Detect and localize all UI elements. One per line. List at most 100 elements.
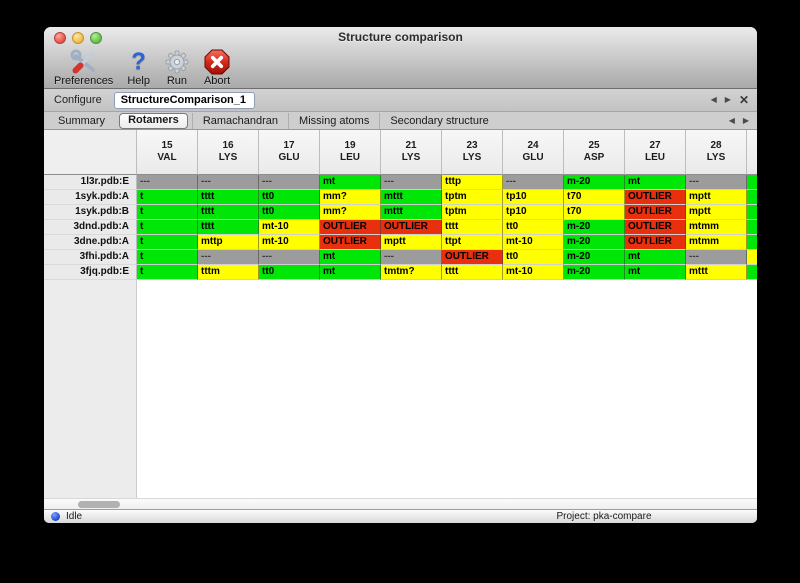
rotamer-cell[interactable]: mtmm: [686, 220, 747, 235]
column-header[interactable]: 16 LYS: [198, 130, 259, 175]
rotamer-cell[interactable]: ---: [198, 250, 259, 265]
horizontal-scrollbar[interactable]: [44, 498, 757, 509]
zoom-traffic-light-icon[interactable]: [90, 32, 102, 44]
rotamer-cell[interactable]: mttt: [381, 190, 442, 205]
rotamer-cell[interactable]: tmtm?: [381, 265, 442, 280]
rotamer-cell[interactable]: mt-10: [259, 220, 320, 235]
rotamer-cell[interactable]: ---: [198, 175, 259, 190]
rotamer-cell[interactable]: OUTLIER: [320, 235, 381, 250]
tab-ramachandran[interactable]: Ramachandran: [191, 112, 288, 129]
column-header[interactable]: 24 GLU: [503, 130, 564, 175]
rotamer-cell[interactable]: tttt: [442, 265, 503, 280]
rotamer-cell[interactable]: m-20: [564, 235, 625, 250]
column-header[interactable]: 28 LYS: [686, 130, 747, 175]
rotamer-cell[interactable]: ---: [259, 175, 320, 190]
row-label[interactable]: 1syk.pdb:A: [44, 190, 137, 205]
rotamer-cell[interactable]: ---: [137, 175, 198, 190]
rotamer-cell[interactable]: t: [137, 250, 198, 265]
rotamer-cell[interactable]: mt-10: [503, 235, 564, 250]
rotamer-cell[interactable]: mtmm: [686, 235, 747, 250]
rotamer-cell[interactable]: tt0: [259, 190, 320, 205]
rotamer-cell[interactable]: mttt: [686, 265, 747, 280]
rotamer-cell[interactable]: mt: [320, 175, 381, 190]
row-label[interactable]: 1syk.pdb:B: [44, 205, 137, 220]
rotamer-cell[interactable]: OUTLIER: [381, 220, 442, 235]
rotamer-cell[interactable]: mt: [320, 250, 381, 265]
rotamer-cell[interactable]: t: [137, 190, 198, 205]
column-header[interactable]: 15 VAL: [137, 130, 198, 175]
rotamer-cell[interactable]: mt: [625, 250, 686, 265]
tab-rotamers[interactable]: Rotamers: [119, 112, 188, 129]
close-configuration-icon[interactable]: ✕: [738, 93, 749, 107]
column-header[interactable]: 23 LYS: [442, 130, 503, 175]
rotamer-cell[interactable]: tttp: [442, 175, 503, 190]
tab-missing-atoms[interactable]: Missing atoms: [288, 112, 379, 129]
rotamer-cell[interactable]: tptm: [442, 205, 503, 220]
column-header[interactable]: 27 LEU: [625, 130, 686, 175]
rotamer-cell[interactable]: OUTLIER: [625, 190, 686, 205]
rotamer-cell[interactable]: OUTLIER: [442, 250, 503, 265]
rotamer-cell[interactable]: t: [137, 235, 198, 250]
tab-secondary-structure[interactable]: Secondary structure: [379, 112, 498, 129]
rotamer-cell[interactable]: tt0: [503, 220, 564, 235]
rotamer-cell[interactable]: t70: [564, 190, 625, 205]
column-header[interactable]: 21 LYS: [381, 130, 442, 175]
rotamer-cell[interactable]: OUTLIER: [625, 205, 686, 220]
rotamer-cell[interactable]: mt: [625, 175, 686, 190]
help-button[interactable]: ? Help: [127, 49, 150, 88]
next-configuration-icon[interactable]: ▶: [724, 95, 731, 104]
scroll-tabs-right-icon[interactable]: ▶: [742, 115, 749, 125]
column-header[interactable]: 25 ASP: [564, 130, 625, 175]
rotamer-cell[interactable]: OUTLIER: [625, 220, 686, 235]
abort-button[interactable]: Abort: [204, 49, 230, 87]
rotamer-cell[interactable]: mptt: [686, 205, 747, 220]
configuration-name-field[interactable]: StructureComparison_1: [113, 91, 256, 109]
rotamer-cell[interactable]: ---: [503, 175, 564, 190]
row-label[interactable]: 3fjq.pdb:E: [44, 265, 137, 280]
rotamer-cell[interactable]: mttt: [381, 205, 442, 220]
rotamer-cell[interactable]: tt0: [503, 250, 564, 265]
row-label[interactable]: 3dnd.pdb:A: [44, 220, 137, 235]
rotamer-cell[interactable]: OUTLIER: [625, 235, 686, 250]
rotamer-cell[interactable]: m-20: [564, 250, 625, 265]
column-header[interactable]: 19 LEU: [320, 130, 381, 175]
scroll-tabs-left-icon[interactable]: ◀: [728, 115, 735, 125]
rotamer-cell[interactable]: tttt: [442, 220, 503, 235]
rotamer-cell[interactable]: mt-10: [503, 265, 564, 280]
run-button[interactable]: Run: [164, 49, 190, 87]
rotamer-cell[interactable]: ---: [686, 175, 747, 190]
minimize-traffic-light-icon[interactable]: [72, 32, 84, 44]
rotamer-cell[interactable]: m-20: [564, 220, 625, 235]
rotamer-cell[interactable]: tptm: [442, 190, 503, 205]
rotamer-cell[interactable]: mm?: [320, 205, 381, 220]
rotamer-cell[interactable]: mptt: [381, 235, 442, 250]
rotamer-cell[interactable]: tttm: [198, 265, 259, 280]
rotamer-cell[interactable]: t: [137, 220, 198, 235]
rotamer-cell[interactable]: tttt: [198, 220, 259, 235]
row-label[interactable]: 1l3r.pdb:E: [44, 175, 137, 190]
rotamer-cell[interactable]: t: [137, 205, 198, 220]
rotamer-cell[interactable]: mt: [625, 265, 686, 280]
rotamer-cell[interactable]: t: [137, 265, 198, 280]
row-label[interactable]: 3dne.pdb:A: [44, 235, 137, 250]
titlebar[interactable]: Structure comparison: [44, 27, 757, 48]
rotamer-cell[interactable]: m-20: [564, 265, 625, 280]
rotamer-cell[interactable]: ---: [259, 250, 320, 265]
rotamer-cell[interactable]: mm?: [320, 190, 381, 205]
close-traffic-light-icon[interactable]: [54, 32, 66, 44]
rotamer-cell[interactable]: t70: [564, 205, 625, 220]
rotamer-cell[interactable]: ---: [686, 250, 747, 265]
rotamer-cell[interactable]: tt0: [259, 265, 320, 280]
horizontal-scrollbar-thumb[interactable]: [78, 501, 120, 508]
rotamer-cell[interactable]: tp10: [503, 205, 564, 220]
rotamer-cell[interactable]: tp10: [503, 190, 564, 205]
rotamer-cell[interactable]: mt: [320, 265, 381, 280]
rotamer-cell[interactable]: mptt: [686, 190, 747, 205]
prev-configuration-icon[interactable]: ◀: [710, 95, 717, 104]
row-label[interactable]: 3fhi.pdb:A: [44, 250, 137, 265]
rotamer-cell[interactable]: tt0: [259, 205, 320, 220]
rotamer-cell[interactable]: ---: [381, 250, 442, 265]
column-header[interactable]: 17 GLU: [259, 130, 320, 175]
tab-summary[interactable]: Summary: [58, 114, 106, 127]
preferences-button[interactable]: Preferences: [54, 49, 113, 87]
